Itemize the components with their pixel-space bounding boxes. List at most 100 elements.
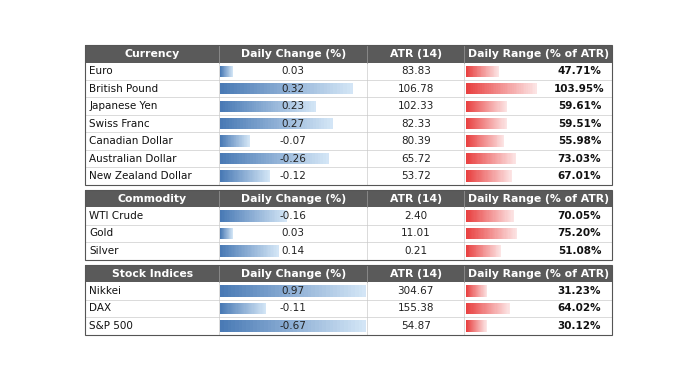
- Bar: [492, 246, 493, 256]
- Bar: [500, 118, 502, 129]
- Bar: [471, 101, 472, 112]
- Bar: [228, 320, 231, 332]
- Bar: [232, 170, 233, 182]
- Bar: [494, 66, 495, 77]
- Bar: [476, 118, 477, 129]
- Bar: [226, 153, 228, 164]
- Bar: [232, 303, 233, 314]
- Bar: [290, 83, 294, 94]
- Bar: [510, 211, 511, 221]
- Bar: [502, 101, 503, 112]
- Bar: [241, 170, 243, 182]
- Text: Daily Change (%): Daily Change (%): [241, 268, 345, 279]
- Bar: [241, 303, 242, 314]
- Bar: [277, 118, 279, 129]
- Bar: [497, 211, 498, 221]
- Bar: [248, 246, 250, 256]
- Bar: [239, 211, 241, 221]
- Bar: [254, 118, 257, 129]
- Text: -0.16: -0.16: [279, 211, 307, 221]
- Bar: [231, 83, 234, 94]
- Bar: [471, 118, 472, 129]
- Bar: [305, 118, 307, 129]
- Bar: [512, 83, 514, 94]
- Bar: [282, 320, 286, 332]
- Bar: [489, 228, 490, 239]
- Bar: [352, 320, 355, 332]
- Bar: [491, 303, 492, 314]
- Bar: [243, 118, 245, 129]
- Bar: [508, 153, 509, 164]
- Bar: [475, 118, 476, 129]
- Bar: [252, 303, 254, 314]
- Bar: [495, 66, 496, 77]
- Bar: [533, 83, 535, 94]
- Bar: [488, 246, 489, 256]
- Bar: [486, 228, 487, 239]
- Bar: [468, 101, 469, 112]
- Bar: [85, 150, 612, 167]
- Bar: [240, 303, 241, 314]
- Bar: [491, 135, 492, 147]
- Text: -0.67: -0.67: [279, 321, 307, 331]
- Bar: [358, 320, 362, 332]
- Bar: [241, 135, 242, 147]
- Bar: [490, 228, 492, 239]
- Text: 106.78: 106.78: [398, 84, 434, 94]
- Bar: [226, 303, 227, 314]
- Bar: [501, 83, 503, 94]
- Bar: [502, 303, 503, 314]
- Bar: [489, 83, 491, 94]
- Bar: [264, 170, 265, 182]
- Bar: [493, 303, 494, 314]
- Bar: [85, 97, 612, 115]
- Bar: [466, 153, 467, 164]
- Bar: [224, 320, 228, 332]
- Bar: [490, 101, 492, 112]
- Bar: [246, 320, 250, 332]
- Bar: [231, 170, 232, 182]
- Bar: [220, 320, 224, 332]
- Text: 0.14: 0.14: [282, 246, 305, 256]
- Bar: [477, 303, 478, 314]
- Bar: [241, 211, 242, 221]
- Bar: [330, 118, 333, 129]
- Bar: [304, 153, 307, 164]
- Bar: [506, 101, 507, 112]
- Bar: [485, 153, 486, 164]
- Bar: [492, 211, 494, 221]
- Bar: [481, 101, 482, 112]
- Bar: [496, 170, 497, 182]
- Bar: [489, 66, 490, 77]
- Bar: [503, 118, 504, 129]
- Bar: [223, 101, 225, 112]
- Bar: [490, 66, 491, 77]
- Bar: [296, 285, 301, 297]
- Bar: [271, 320, 275, 332]
- Bar: [287, 83, 290, 94]
- Bar: [475, 83, 477, 94]
- Bar: [501, 153, 502, 164]
- Bar: [237, 170, 238, 182]
- Bar: [484, 211, 485, 221]
- Bar: [502, 228, 503, 239]
- Bar: [473, 83, 475, 94]
- Bar: [258, 303, 259, 314]
- Bar: [313, 118, 316, 129]
- Bar: [481, 246, 483, 256]
- Bar: [483, 101, 484, 112]
- Bar: [244, 303, 245, 314]
- Bar: [260, 285, 264, 297]
- Bar: [470, 135, 471, 147]
- Bar: [324, 83, 327, 94]
- Bar: [243, 211, 245, 221]
- Bar: [267, 170, 268, 182]
- Bar: [302, 101, 304, 112]
- Bar: [478, 303, 479, 314]
- Bar: [473, 153, 475, 164]
- Bar: [307, 101, 309, 112]
- Bar: [475, 228, 476, 239]
- Text: -0.26: -0.26: [279, 153, 307, 164]
- Bar: [466, 211, 467, 221]
- Text: 0.21: 0.21: [404, 246, 427, 256]
